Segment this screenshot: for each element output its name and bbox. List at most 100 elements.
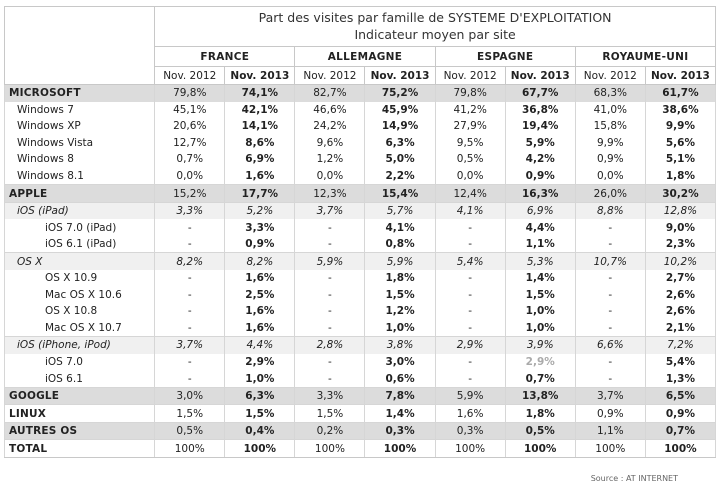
table-row: APPLE 15,2% 17,7% 12,3% 15,4% 12,4% 16,3% 26,0%… <box>3 184 717 203</box>
value-cell: 26,0% <box>574 184 646 203</box>
table-row: OS X 10.9-1,6% -1,8% -1,4% -2,7% <box>3 270 717 287</box>
period-header-2013: Nov. 2013 <box>644 66 717 85</box>
value-cell: 0,9% <box>644 404 717 423</box>
value-cell: 1,4% <box>364 404 436 423</box>
value-cell: 5,2% <box>224 201 296 220</box>
value-cell: - <box>574 370 646 388</box>
country-header-espagne: ESPAGNE <box>434 46 576 67</box>
table-body: MICROSOFT 79,8% 74,1% 82,7% 75,2% 79,8% 67,7% 6… <box>3 83 717 459</box>
value-cell: 14,9% <box>364 118 436 135</box>
value-cell: 13,8% <box>504 386 576 405</box>
row-label: OS X 10.8 <box>3 303 156 320</box>
value-cell: 1,6% <box>224 167 296 185</box>
value-cell: - <box>154 235 226 253</box>
value-cell: - <box>434 319 506 337</box>
row-label: iOS 7.0 <box>3 353 156 371</box>
value-cell: - <box>434 286 506 304</box>
value-cell: 0,8% <box>364 235 436 253</box>
value-cell: - <box>154 270 226 287</box>
value-cell: 16,3% <box>504 184 576 203</box>
value-cell: 1,5% <box>154 404 226 423</box>
table-row: Windows 8.1 0,0% 1,6% 0,0% 2,2% 0,0% 0,9% 0,0% 1… <box>3 167 717 185</box>
period-header-2012: Nov. 2012 <box>294 66 366 85</box>
value-cell: 5,1% <box>644 151 717 168</box>
table-row: Windows 7 45,1% 42,1% 46,6% 45,9% 41,2% 36,8% 4… <box>3 101 717 119</box>
value-cell: 1,5% <box>364 286 436 304</box>
table-row: TOTAL 100% 100% 100% 100% 100% 100% 100% 100% <box>3 439 717 459</box>
value-cell: 100% <box>154 439 226 459</box>
value-cell: - <box>574 235 646 253</box>
value-cell: 0,5% <box>154 421 226 440</box>
value-cell: 0,0% <box>434 167 506 185</box>
value-cell: 0,0% <box>154 167 226 185</box>
value-cell: 1,4% <box>504 270 576 287</box>
value-cell: 9,9% <box>644 118 717 135</box>
value-cell: 74,1% <box>224 83 296 102</box>
value-cell: 0,9% <box>224 235 296 253</box>
country-header-royaume-uni: ROYAUME-UNI <box>574 46 717 67</box>
row-label: OS X 10.9 <box>3 270 156 287</box>
value-cell: 2,6% <box>644 303 717 320</box>
value-cell: 2,6% <box>644 286 717 304</box>
value-cell: 3,3% <box>224 219 296 236</box>
value-cell: 30,2% <box>644 184 717 203</box>
value-cell: - <box>154 286 226 304</box>
table-row: iOS 7.0-2,9% -3,0% -2,9% -5,4% <box>3 353 717 371</box>
value-cell: 12,3% <box>294 184 366 203</box>
value-cell: - <box>294 370 366 388</box>
value-cell: 2,9% <box>434 336 506 354</box>
table-row: iOS 6.1 (iPad) -0,9% -0,8% -1,1% -2,3% <box>3 235 717 253</box>
table-row: OS X 8,2% 8,2% 5,9% 5,9% 5,4% 5,3% 10,7% 10,2% <box>3 252 717 271</box>
period-header-2013: Nov. 2013 <box>504 66 576 85</box>
value-cell: 36,8% <box>504 101 576 119</box>
value-cell: - <box>434 353 506 371</box>
value-cell: 3,0% <box>154 386 226 405</box>
value-cell: 45,9% <box>364 101 436 119</box>
value-cell: 41,2% <box>434 101 506 119</box>
value-cell: 1,8% <box>504 404 576 423</box>
value-cell: 100% <box>434 439 506 459</box>
value-cell: 5,4% <box>434 252 506 271</box>
table-row: OS X 10.8-1,6% -1,2% -1,0% -2,6% <box>3 303 717 320</box>
value-cell: 24,2% <box>294 118 366 135</box>
row-label: Windows XP <box>3 118 156 135</box>
value-cell: 5,7% <box>364 201 436 220</box>
row-label: APPLE <box>3 184 156 203</box>
value-cell: 2,9% <box>504 353 576 371</box>
value-cell: 0,7% <box>644 421 717 440</box>
value-cell: 8,8% <box>574 201 646 220</box>
value-cell: 8,6% <box>224 134 296 152</box>
os-visits-table-container: Part des visites par famille de SYSTEME … <box>3 6 717 459</box>
value-cell: 3,7% <box>154 336 226 354</box>
title-line-2: Indicateur moyen par site <box>354 27 516 42</box>
row-label: TOTAL <box>3 439 156 459</box>
value-cell: 6,9% <box>224 151 296 168</box>
value-cell: 3,3% <box>154 201 226 220</box>
value-cell: - <box>154 370 226 388</box>
value-cell: 1,0% <box>504 319 576 337</box>
value-cell: 8,2% <box>224 252 296 271</box>
value-cell: 79,8% <box>154 83 226 102</box>
value-cell: 6,9% <box>504 201 576 220</box>
corner-cell <box>3 66 156 85</box>
row-label: iOS 6.1 (iPad) <box>3 235 156 253</box>
value-cell: 1,1% <box>504 235 576 253</box>
value-cell: 1,6% <box>224 270 296 287</box>
value-cell: 3,7% <box>294 201 366 220</box>
value-cell: - <box>434 370 506 388</box>
value-cell: - <box>574 286 646 304</box>
value-cell: 2,8% <box>294 336 366 354</box>
value-cell: 2,7% <box>644 270 717 287</box>
value-cell: - <box>574 219 646 236</box>
value-cell: 1,8% <box>364 270 436 287</box>
value-cell: 1,6% <box>224 303 296 320</box>
value-cell: 0,2% <box>294 421 366 440</box>
row-label: Mac OS X 10.7 <box>3 319 156 337</box>
row-label: MICROSOFT <box>3 83 156 102</box>
value-cell: 10,2% <box>644 252 717 271</box>
value-cell: 9,9% <box>574 134 646 152</box>
value-cell: 3,9% <box>504 336 576 354</box>
value-cell: 4,2% <box>504 151 576 168</box>
period-header-2013: Nov. 2013 <box>364 66 436 85</box>
value-cell: 6,3% <box>364 134 436 152</box>
